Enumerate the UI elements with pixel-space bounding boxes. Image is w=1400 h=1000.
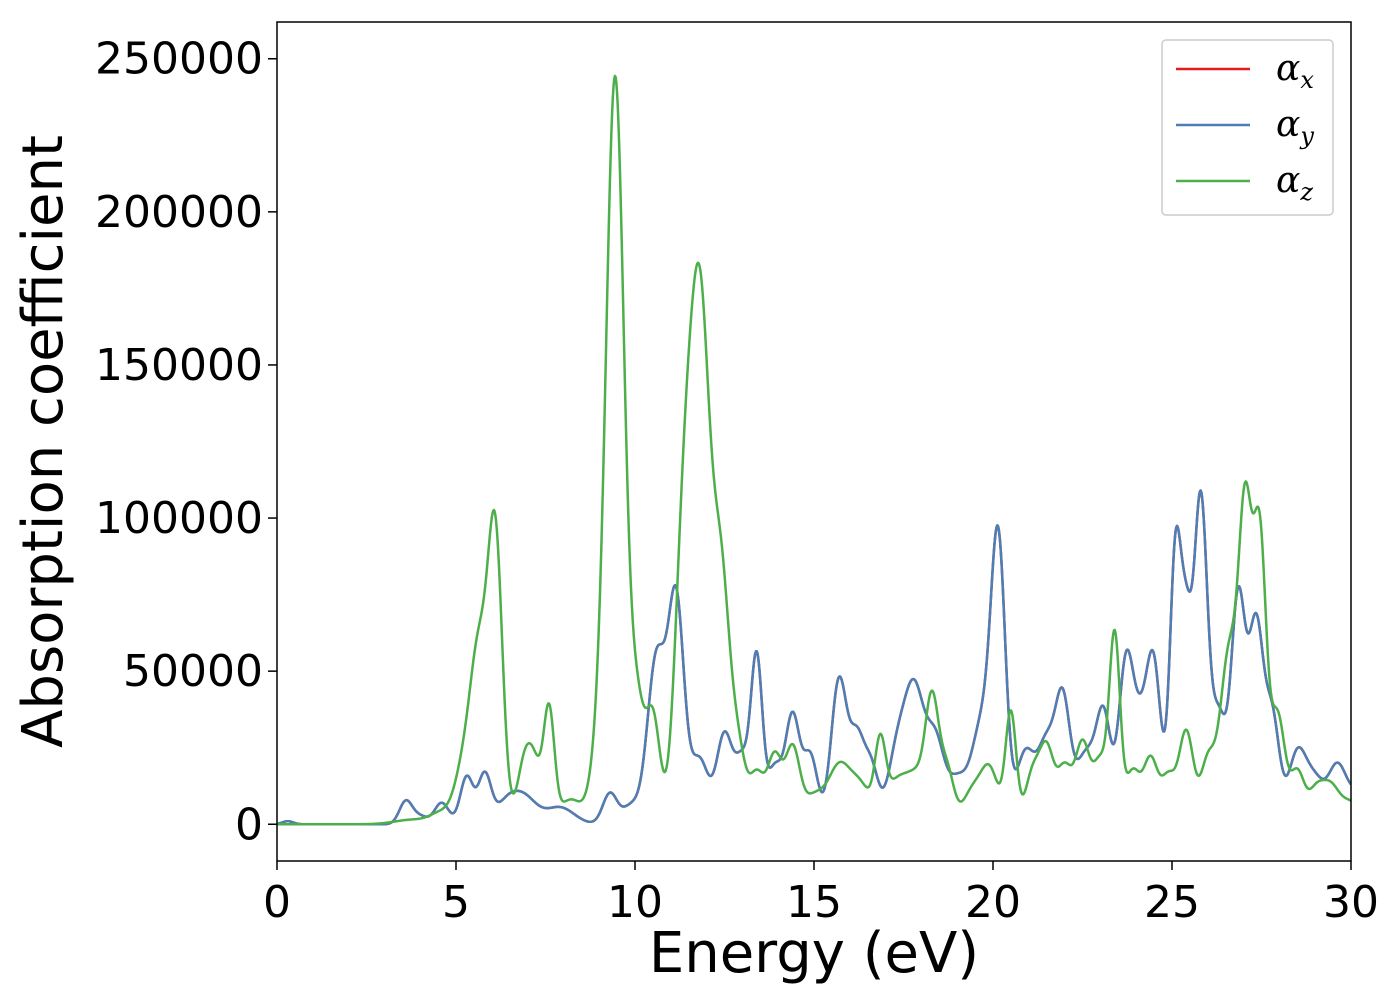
y-axis-ticks: 0 50000 100000 150000 200000 250000: [95, 34, 277, 850]
legend-label-y: αy: [1276, 104, 1314, 150]
x-tick-label: 20: [965, 877, 1021, 928]
x-tick-label: 10: [607, 877, 663, 928]
legend-label-x: αx: [1276, 48, 1314, 94]
x-tick-label: 15: [786, 877, 842, 928]
series-line-x: [277, 489, 1351, 826]
y-tick-label: 200000: [95, 187, 263, 238]
y-tick-label: 150000: [95, 340, 263, 391]
y-axis-title: Absorption coefficient: [11, 135, 76, 748]
series-line-z: [277, 74, 1351, 826]
x-tick-label: 30: [1323, 877, 1379, 928]
y-tick-label: 250000: [95, 34, 263, 85]
y-tick-label: 0: [235, 799, 263, 850]
x-axis-ticks: 0 5 10 15 20 25 30: [263, 861, 1379, 928]
y-tick-label: 100000: [95, 493, 263, 544]
series-line-y: [277, 489, 1351, 826]
legend-label-z: αz: [1276, 160, 1313, 206]
x-tick-label: 5: [442, 877, 470, 928]
legend-box: [1161, 39, 1334, 216]
y-tick-label: 50000: [123, 646, 263, 697]
x-axis-title: Energy (eV): [649, 921, 979, 986]
x-tick-label: 25: [1144, 877, 1200, 928]
plot-lines: [277, 74, 1351, 826]
x-tick-label: 0: [263, 877, 291, 928]
legend: αx αy αz: [1161, 39, 1334, 216]
